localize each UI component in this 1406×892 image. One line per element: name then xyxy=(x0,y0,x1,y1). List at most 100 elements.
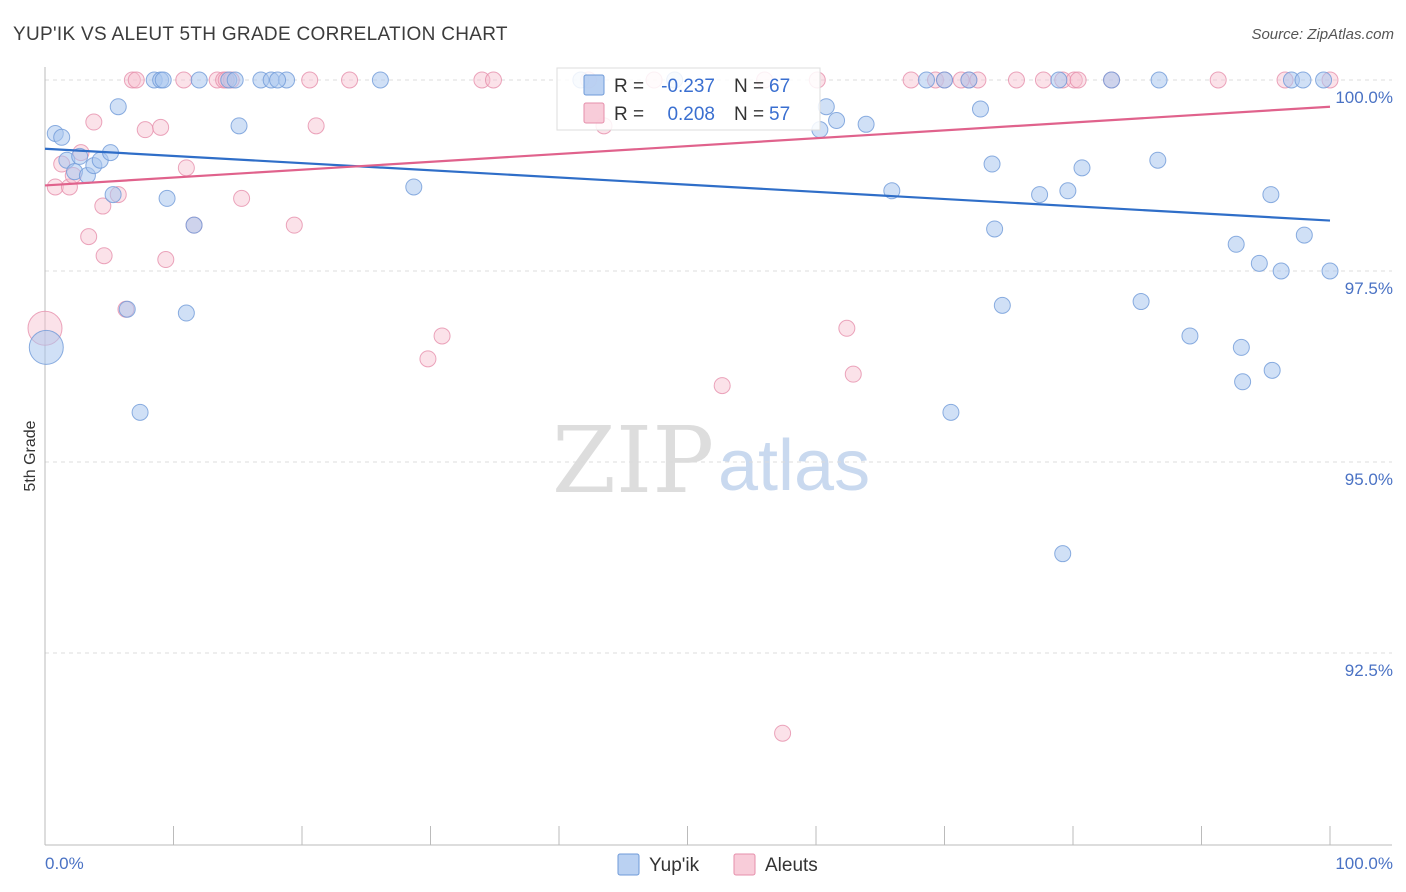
aleuts-point xyxy=(1209,71,1227,89)
legend-yupik-swatch xyxy=(617,853,640,876)
aleuts-point xyxy=(85,113,103,131)
yupik-point xyxy=(918,71,936,89)
yupik-point xyxy=(185,216,203,234)
aleuts-point xyxy=(301,71,319,89)
yupik-point xyxy=(1294,71,1312,89)
yupik-point xyxy=(936,71,953,89)
yupik-point xyxy=(190,71,208,89)
yupik-point xyxy=(1234,373,1252,391)
yupik-point xyxy=(1054,545,1072,563)
aleuts-point xyxy=(1069,71,1087,89)
yupik-point xyxy=(71,147,89,165)
watermark-zip: ZIP xyxy=(552,407,714,514)
yupik-r-label: R = xyxy=(614,76,644,97)
y-tick-label: 92.5% xyxy=(1345,661,1393,680)
yupik-stat-swatch xyxy=(583,74,605,96)
legend-yupik-label: Yup'ik xyxy=(649,855,700,876)
legend-aleuts-swatch xyxy=(733,853,756,876)
aleuts-point xyxy=(433,327,451,345)
aleuts-point xyxy=(473,71,491,89)
yupik-r-value: -0.237 xyxy=(661,76,715,97)
aleuts-point xyxy=(233,189,251,207)
yupik-point xyxy=(857,115,875,133)
yupik-point xyxy=(177,304,195,322)
aleuts-point xyxy=(713,377,731,395)
yupik-n-value: 67 xyxy=(769,76,790,97)
yupik-point xyxy=(1132,293,1150,311)
yupik-point xyxy=(1272,262,1290,280)
aleuts-stat-swatch xyxy=(583,102,605,124)
yupik-point xyxy=(226,71,244,89)
yupik-point xyxy=(1250,254,1268,272)
aleuts-point xyxy=(844,365,862,383)
y-axis-label: 5th Grade xyxy=(22,420,39,491)
stats-box: R = -0.237 N = 67 R = 0.208 N = 57 xyxy=(556,67,821,131)
yupik-point xyxy=(1059,182,1077,200)
yupik-point xyxy=(1321,262,1339,280)
aleuts-point xyxy=(80,228,98,246)
aleuts-point xyxy=(285,216,303,234)
yupik-point xyxy=(1227,235,1245,253)
yupik-point xyxy=(828,111,846,129)
aleuts-point xyxy=(157,251,175,269)
yupik-point xyxy=(1181,327,1199,345)
aleuts-point xyxy=(95,247,113,265)
aleuts-point xyxy=(1007,71,1025,89)
yupik-point xyxy=(983,155,1001,173)
yupik-point xyxy=(1031,186,1049,204)
yupik-point xyxy=(1232,338,1250,356)
chart-source: Source: ZipAtlas.com xyxy=(1251,26,1394,43)
y-tick-label: 100.0% xyxy=(1335,88,1393,107)
yupik-trend-line xyxy=(44,147,1331,222)
yupik-point xyxy=(118,300,136,318)
aleuts-point xyxy=(127,71,145,89)
aleuts-n-value: 57 xyxy=(769,104,790,125)
yupik-point xyxy=(1295,226,1313,244)
aleuts-point xyxy=(419,350,437,368)
yupik-point xyxy=(371,71,389,89)
aleuts-r-value: 0.208 xyxy=(667,104,715,125)
aleuts-point xyxy=(152,118,170,136)
yupik-point xyxy=(1103,71,1121,89)
axes: 0.0% 100.0% xyxy=(44,67,1393,873)
yupik-point xyxy=(1073,159,1091,177)
aleuts-point xyxy=(838,319,856,337)
yupik-point xyxy=(154,71,172,89)
aleuts-point xyxy=(902,71,920,89)
aleuts-point xyxy=(1034,71,1052,89)
aleuts-point xyxy=(136,121,154,139)
aleuts-point xyxy=(46,178,64,196)
yupik-point xyxy=(1263,361,1281,379)
aleuts-point xyxy=(175,71,193,89)
yupik-point xyxy=(158,189,176,207)
yupik-point xyxy=(1149,151,1167,169)
y-tick-label: 95.0% xyxy=(1345,470,1393,489)
yupik-point xyxy=(1262,186,1280,204)
yupik-point xyxy=(1050,71,1068,89)
yupik-point xyxy=(971,100,989,118)
yupik-point xyxy=(405,178,423,196)
gridlines: 100.0% 97.5% 95.0% 92.5% xyxy=(45,79,1393,680)
x-tick-label: 100.0% xyxy=(1335,854,1393,873)
yupik-point xyxy=(817,98,835,116)
legend-aleuts-label: Aleuts xyxy=(765,855,818,876)
chart-title: YUP'IK VS ALEUT 5TH GRADE CORRELATION CH… xyxy=(13,24,508,45)
aleuts-point xyxy=(177,159,195,177)
y-tick-label: 97.5% xyxy=(1345,279,1393,298)
aleuts-point xyxy=(774,724,792,742)
aleuts-trend-line xyxy=(44,105,1331,187)
aleuts-point xyxy=(341,71,359,89)
x-tick-label: 0.0% xyxy=(45,854,84,873)
yupik-point xyxy=(28,329,64,365)
aleuts-point xyxy=(484,71,502,89)
yupik-point xyxy=(1150,71,1168,89)
yupik-point xyxy=(1315,71,1333,89)
aleuts-r-label: R = xyxy=(614,104,644,125)
legend: Yup'ik Aleuts xyxy=(617,853,818,876)
yupik-point xyxy=(942,403,960,421)
yupik-n-label: N = xyxy=(734,76,764,97)
yupik-point xyxy=(104,186,122,204)
yupik-point xyxy=(131,403,149,421)
yupik-point xyxy=(269,71,287,89)
